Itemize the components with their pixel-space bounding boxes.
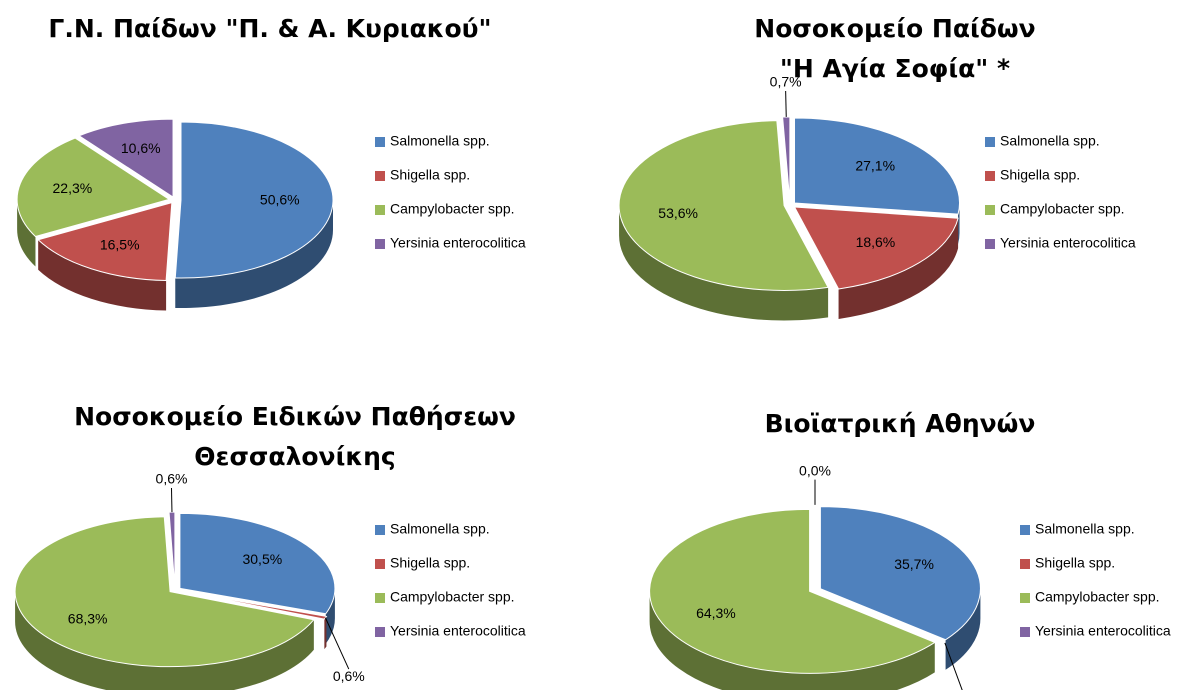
slice-tops — [14, 511, 336, 668]
slice — [819, 506, 981, 641]
legend-swatch — [375, 171, 385, 181]
slice-side — [945, 588, 981, 670]
data-label: 0,6% — [333, 668, 365, 684]
legend-swatch — [375, 205, 385, 215]
pie-chart: Νοσοκομείο Παίδων "Η Αγία Σοφία" * 27,1% 18… — [618, 14, 1136, 321]
legend-swatch — [375, 137, 385, 147]
slice — [649, 508, 936, 674]
legend-swatch — [375, 525, 385, 535]
slice — [174, 121, 334, 279]
legend-swatch — [985, 205, 995, 215]
legend-swatch — [985, 171, 995, 181]
pie-chart: Νοσοκομείο Ειδικών ΠαθήσεωνΘεσσαλονίκης3… — [14, 402, 526, 690]
data-label: 35,7% — [894, 556, 934, 572]
slice — [793, 206, 959, 290]
chart-title: Νοσοκομείο Ειδικών Παθήσεων — [74, 402, 516, 431]
slice-side — [38, 239, 167, 311]
slice — [168, 511, 176, 588]
chart-title: Θεσσαλονίκης — [194, 442, 395, 471]
legend: Salmonella spp. Shigella spp. Campylobacte… — [375, 521, 526, 639]
data-label: 68,3% — [68, 610, 108, 626]
legend-label: Campylobacter spp. — [1000, 201, 1125, 217]
slice-sides — [649, 588, 981, 690]
data-label: 64,3% — [696, 605, 736, 621]
legend-label: Yersinia enterocolitica — [1000, 235, 1136, 251]
chart-title: Γ.Ν. Παίδων "Π. & Α. Κυριακού" — [48, 14, 491, 43]
legend-label: Campylobacter spp. — [390, 201, 515, 217]
slice — [16, 137, 171, 238]
legend: Salmonella spp. Shigella spp. Campylobacte… — [1020, 521, 1171, 639]
chart-title: "Η Αγία Σοφία" * — [780, 54, 1010, 83]
data-label: 53,6% — [658, 205, 698, 221]
legend-label: Shigella spp. — [1035, 555, 1115, 571]
legend-label: Shigella spp. — [390, 167, 470, 183]
slice-side — [175, 200, 333, 309]
legend: Salmonella spp. Shigella spp. Campylobacte… — [375, 133, 526, 251]
legend-label: Campylobacter spp. — [390, 589, 515, 605]
data-label: 50,6% — [260, 192, 300, 208]
data-label: 0,6% — [156, 471, 188, 487]
slice-labels: 50,6% 16,5% 22,3% 10,6% — [53, 140, 300, 253]
legend-swatch — [1020, 559, 1030, 569]
legend-label: Yersinia enterocolitica — [1035, 623, 1171, 639]
slice-side — [17, 199, 36, 267]
slice-sides — [17, 199, 333, 311]
slice-side — [838, 218, 959, 319]
slice-side — [324, 616, 327, 650]
slice — [782, 116, 791, 202]
legend-label: Salmonella spp. — [1035, 521, 1135, 537]
data-label: 27,1% — [855, 157, 895, 173]
legend-swatch — [1020, 627, 1030, 637]
slice-labels: 30,5% 0,6% 68,3% 0,6% — [68, 471, 365, 684]
data-label: 0,7% — [770, 74, 802, 90]
pie-chart: Γ.Ν. Παίδων "Π. & Α. Κυριακού" 50,6% 16,5%… — [16, 14, 526, 311]
legend-label: Salmonella spp. — [1000, 133, 1100, 149]
legend-label: Shigella spp. — [390, 555, 470, 571]
chart-title: Βιοϊατρική Αθηνών — [765, 409, 1036, 438]
slice-side — [649, 591, 935, 690]
data-label: 0,0% — [799, 462, 831, 478]
legend-swatch — [1020, 593, 1030, 603]
slice-labels: 27,1% 18,6% 53,6% 0,7% — [658, 74, 895, 250]
legend-label: Yersinia enterocolitica — [390, 623, 526, 639]
slice — [179, 512, 336, 615]
slice — [37, 201, 173, 282]
legend-label: Salmonella spp. — [390, 521, 490, 537]
legend: Salmonella spp. Shigella spp. Campylobacte… — [985, 133, 1136, 251]
legend-swatch — [375, 593, 385, 603]
legend-swatch — [375, 627, 385, 637]
legend-label: Campylobacter spp. — [1035, 589, 1160, 605]
slice — [794, 117, 961, 215]
data-label: 10,6% — [121, 140, 161, 156]
slice-tops — [16, 118, 334, 282]
legend-label: Salmonella spp. — [390, 133, 490, 149]
leader-line — [944, 642, 963, 690]
data-label: 22,3% — [53, 180, 93, 196]
slice-tops — [618, 116, 961, 291]
slice — [618, 120, 829, 291]
chart-title: Νοσοκομείο Παίδων — [754, 14, 1035, 43]
leader-line — [785, 91, 787, 117]
slice-side — [619, 205, 829, 321]
legend-swatch — [1020, 525, 1030, 535]
leader-line — [324, 617, 350, 670]
legend-swatch — [375, 239, 385, 249]
legend-swatch — [985, 137, 995, 147]
slice-side — [15, 591, 314, 690]
legend-label: Yersinia enterocolitica — [390, 235, 526, 251]
slice — [14, 516, 315, 668]
data-label: 18,6% — [856, 234, 896, 250]
slice — [78, 118, 174, 199]
legend-swatch — [985, 239, 995, 249]
data-label: 16,5% — [100, 236, 140, 252]
legend-label: Shigella spp. — [1000, 167, 1080, 183]
slice-tops — [649, 506, 981, 674]
pie-chart: Βιοϊατρική Αθηνών35,7%0,0%64,3%0,0%Salmo… — [649, 409, 1171, 690]
legend-swatch — [375, 559, 385, 569]
data-label: 30,5% — [242, 551, 282, 567]
slice-labels: 35,7%0,0%64,3%0,0% — [696, 462, 963, 690]
